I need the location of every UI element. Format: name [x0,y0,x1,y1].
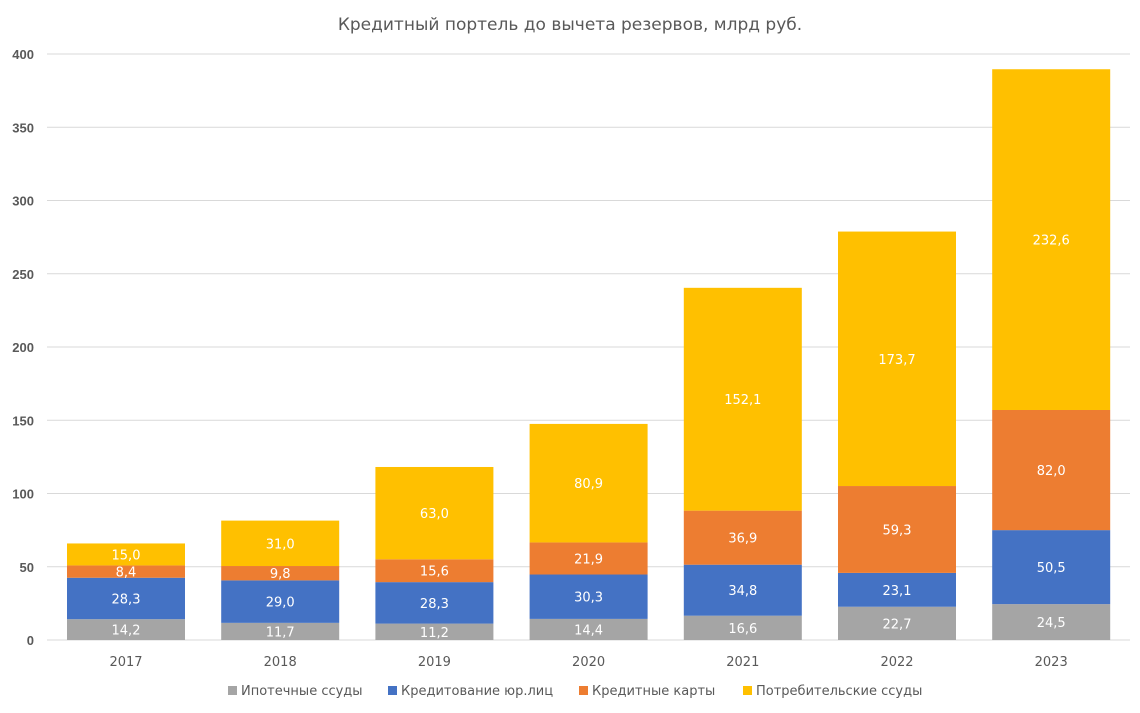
data-label: 63,0 [420,507,449,522]
data-label: 34,8 [728,584,757,599]
y-tick-label: 250 [12,267,34,282]
bar-segment [67,543,185,566]
data-label: 14,4 [574,623,603,638]
x-axis-ticks: 2017 2018 2019 2020 2021 2022 2023 [109,655,1067,670]
legend-label: Кредитование юр.лиц [401,684,553,699]
data-label: 21,9 [574,552,603,567]
y-tick-label: 100 [12,487,34,502]
bar-segment [992,530,1111,605]
y-tick-label: 400 [12,47,34,62]
data-label: 82,0 [1037,464,1066,479]
data-label: 36,9 [728,532,757,547]
data-labels: 14,2 28,3 8,4 15,0 11,7 29,0 9,8 31,0 11,2 28,3 15… [112,234,1070,641]
bar-segment [838,572,956,607]
bar-segment [67,619,185,640]
data-label: 23,1 [883,584,912,599]
bar-segment [375,582,494,624]
x-tick-label: 2022 [880,655,913,670]
data-label: 28,3 [420,597,449,612]
bar-segment [375,623,494,640]
bar-segment [529,423,648,543]
legend: Ипотечные ссуды Кредитование юр.лиц Кредит… [228,684,922,699]
data-label: 15,6 [420,565,449,580]
data-label: 31,0 [266,537,295,552]
data-label: 173,7 [878,353,915,368]
data-label: 80,9 [574,477,603,492]
legend-label: Потребительские ссуды [756,684,922,699]
bar-segment [838,486,956,573]
bar-segment [683,510,802,565]
data-label: 14,2 [112,624,141,639]
bar-segment [221,520,340,567]
y-tick-label: 200 [12,340,34,355]
x-tick-label: 2019 [418,655,451,670]
data-label: 9,8 [270,567,291,582]
bar-segment [529,618,648,640]
bar-segment [67,577,185,620]
data-label: 8,4 [116,566,137,581]
bar-segment [992,409,1111,531]
bar-segment [683,564,802,616]
bar-segment [838,231,956,487]
data-label: 28,3 [112,592,141,607]
bar-segment [375,559,494,583]
data-label: 30,3 [574,591,603,606]
data-label: 232,6 [1033,234,1070,249]
data-label: 24,5 [1037,616,1066,631]
bar-segment [529,542,648,575]
data-label: 22,7 [883,617,912,632]
data-label: 152,1 [724,393,761,408]
data-label: 50,5 [1037,561,1066,576]
data-label: 16,6 [728,622,757,637]
y-axis-ticks: 0 50 100 150 200 250 300 350 400 [12,47,34,648]
bar-segment [67,565,185,578]
bar-segment [375,466,494,560]
x-tick-label: 2023 [1035,655,1068,670]
bar-segment [992,604,1111,640]
bar-segment [683,615,802,640]
bar-segment [221,566,340,581]
x-tick-label: 2018 [264,655,297,670]
y-tick-label: 0 [27,633,34,648]
data-label: 11,7 [266,625,295,640]
legend-label: Кредитные карты [592,684,715,699]
legend-swatch [579,686,588,695]
data-label: 29,0 [266,596,295,611]
y-tick-label: 50 [20,560,34,575]
legend-swatch [388,686,397,695]
legend-label: Ипотечные ссуды [241,684,363,699]
y-tick-label: 350 [12,120,34,135]
x-tick-label: 2020 [572,655,605,670]
bars [67,69,1111,640]
bar-segment [221,580,340,623]
legend-swatch [743,686,752,695]
data-label: 59,3 [883,523,912,538]
bar-segment [838,606,956,640]
bar-segment [683,287,802,511]
y-tick-label: 150 [12,413,34,428]
bar-segment [992,69,1111,410]
x-tick-label: 2017 [109,655,142,670]
chart-title: Кредитный портель до вычета резервов, мл… [338,15,802,35]
data-label: 11,2 [420,626,449,641]
bar-segment [221,622,340,640]
y-tick-label: 300 [12,194,34,209]
data-label: 15,0 [112,548,141,563]
legend-swatch [228,686,237,695]
bar-segment [529,574,648,619]
x-tick-label: 2021 [726,655,759,670]
